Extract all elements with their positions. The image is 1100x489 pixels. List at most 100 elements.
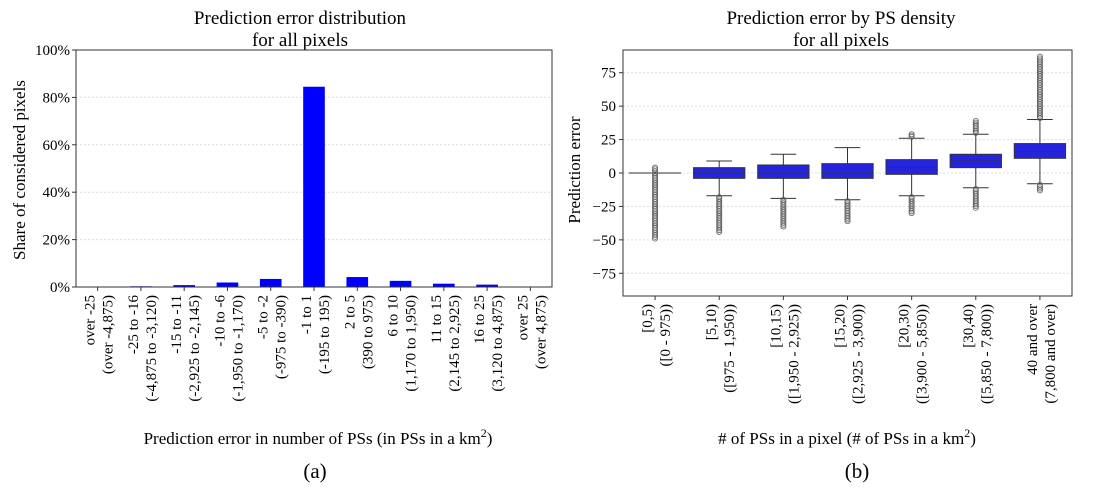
chart-a-bar <box>259 278 282 287</box>
chart-a-bar <box>216 282 239 287</box>
chart-a-bar <box>346 277 369 287</box>
chart-a-bar <box>303 86 325 287</box>
chart-b-outlier <box>1036 185 1043 192</box>
chart-b-outlier <box>716 197 723 204</box>
chart-b-box <box>757 164 810 179</box>
chart-b-x-tick-label-line1: [5,10) <box>704 304 720 340</box>
chart-b-x-tick-label: [10,15) ([1,950 - 2,925)) <box>768 304 802 404</box>
chart-a-x-tick-label-line2: (1,170 to 1,950) <box>404 295 420 392</box>
chart-a-x-tick-label: 2 to 5 (390 to 975) <box>342 295 376 369</box>
chart-a-x-tick-label: 11 to 15 (2,145 to 2,925) <box>429 295 463 392</box>
chart-b-box-group <box>885 131 938 217</box>
chart-b-box-group <box>1013 53 1067 194</box>
chart-b-box-group <box>628 164 682 242</box>
panel-label-a: (a) <box>303 459 326 483</box>
chart-b-x-tick-label-line1: [15,20) <box>833 304 849 348</box>
chart-b-outlier <box>652 168 659 175</box>
chart-a-x-tick-label: -1 to 1 (-195 to 195) <box>299 295 333 374</box>
chart-a-x-tick-label-line2: (over -4,875) <box>101 295 117 374</box>
chart-b-outlier <box>1036 57 1043 64</box>
chart-a-x-tick-label-line1: 2 to 5 <box>342 295 358 329</box>
chart-a-y-tick-label: 80% <box>43 90 71 106</box>
chart-b-x-tick-label-line2: (7,800 and over) <box>1043 304 1059 404</box>
panel-label-b: (b) <box>845 459 870 483</box>
chart-b-x-tick-label: [0,5) ([0 - 975)) <box>640 304 674 366</box>
chart-b-y-tick-label: −75 <box>593 266 616 282</box>
chart-a-x-tick-label: -5 to -2 (-975 to -390) <box>256 295 290 379</box>
chart-b-box-group <box>757 153 810 230</box>
chart-b-y-ticks: −75 −50 −25 0 25 50 75 <box>593 66 623 282</box>
chart-b-x-tick-label-line1: [30,40) <box>961 304 977 348</box>
chart-a-y-tick-label: 60% <box>43 138 71 154</box>
chart-a-x-tick-label-line2: (-4,875 to -3,120) <box>144 295 160 402</box>
chart-b-box <box>821 163 874 179</box>
chart-b-outlier <box>908 197 915 204</box>
chart-a-y-axis-label: Share of considered pixels <box>10 80 29 260</box>
chart-b-outlier <box>972 117 979 124</box>
chart-b: Prediction error by PS density for all p… <box>565 8 1073 483</box>
chart-b-outlier <box>1036 183 1043 190</box>
chart-b-boxes <box>628 53 1067 242</box>
chart-b-outlier <box>716 195 723 202</box>
chart-a-y-tick-label: 0% <box>50 280 70 296</box>
chart-b-outlier <box>908 194 915 201</box>
chart-b-x-tick-label: 40 and over (7,800 and over) <box>1025 304 1059 404</box>
chart-a-bar <box>173 285 195 287</box>
chart-a-y-tick-label: 20% <box>43 233 71 249</box>
chart-a-x-tick-label-line2: (-1,950 to -1,170) <box>230 295 246 402</box>
chart-b-outlier <box>972 187 979 194</box>
chart-a-y-tick-label: 100% <box>35 43 70 59</box>
chart-a-bar <box>389 280 412 287</box>
chart-b-x-tick-label: [30,40) ([5,850 - 7,800)) <box>961 304 995 404</box>
chart-a-x-tick-label: -15 to -11 (-2,925 to -2,145) <box>169 295 203 402</box>
chart-b-x-tick-label: [15,20) ([2,925 - 3,900)) <box>833 304 867 404</box>
chart-b-x-tick-label-line2: ([2,925 - 3,900)) <box>851 304 867 404</box>
chart-a-x-tick-label-line1: 16 to 25 <box>472 295 488 344</box>
chart-b-x-tick-label-line1: 40 and over <box>1025 304 1041 375</box>
chart-a-y-tick-label: 40% <box>43 185 71 201</box>
chart-b-box-group <box>949 117 1002 211</box>
chart-a: Prediction error distribution for all pi… <box>10 8 553 483</box>
chart-b-outlier <box>972 189 979 196</box>
chart-b-outlier <box>1036 55 1043 62</box>
chart-a-x-tick-label-line1: over -25 <box>83 295 99 345</box>
chart-a-x-tick-label: -10 to -6 (-1,950 to -1,170) <box>212 295 246 402</box>
chart-a-x-tick-label-line2: (3,120 to 4,875) <box>490 295 506 392</box>
chart-a-x-axis-label: Prediction error in number of PSs (in PS… <box>144 426 493 448</box>
chart-b-box-group <box>693 160 746 235</box>
chart-b-outlier <box>844 199 851 206</box>
chart-b-y-tick-label: −25 <box>593 199 616 215</box>
chart-b-x-tick-label-line2: ([5,850 - 7,800)) <box>979 304 995 404</box>
chart-a-x-tick-label-line1: -5 to -2 <box>256 295 272 339</box>
chart-b-outlier <box>780 198 787 205</box>
chart-a-x-ticks: over -25 (over -4,875) -25 to -16 (-4,875 t… <box>83 287 549 402</box>
chart-b-outlier <box>972 119 979 126</box>
chart-b-y-tick-label: 50 <box>601 99 616 115</box>
chart-b-x-tick-label: [20,30) ([3,900 - 5,850)) <box>897 304 931 404</box>
chart-b-box <box>1013 143 1067 159</box>
chart-b-x-tick-label-line2: ([975 - 1,950)) <box>722 304 738 393</box>
chart-a-x-tick-label-line2: (-975 to -390) <box>274 295 290 379</box>
chart-a-bar <box>433 283 455 287</box>
chart-a-x-tick-label-line2: (390 to 975) <box>360 295 376 369</box>
chart-a-x-tick-label-line2: (2,145 to 2,925) <box>447 295 463 392</box>
chart-a-x-tick-label: over -25 (over -4,875) <box>83 295 117 374</box>
chart-b-y-axis-label: Prediction error <box>565 116 584 223</box>
chart-a-x-tick-label-line1: -10 to -6 <box>212 295 228 347</box>
chart-a-x-tick-label-line1: -15 to -11 <box>169 295 185 354</box>
chart-b-x-ticks: [0,5) ([0 - 975)) [5,10) ([975 - 1,950)) [10… <box>640 296 1059 404</box>
chart-b-outlier <box>972 121 979 128</box>
chart-b-x-tick-label-line1: [0,5) <box>640 304 656 333</box>
chart-b-x-tick-label-line1: [10,15) <box>768 304 784 348</box>
chart-b-outlier <box>844 201 851 208</box>
chart-b-x-axis-label: # of PSs in a pixel (# of PSs in a km2) <box>718 426 976 448</box>
chart-b-y-tick-label: −50 <box>593 233 616 249</box>
chart-b-outlier <box>652 166 659 173</box>
chart-a-y-ticks: 0% 20% 40% 60% 80% 100% <box>35 43 76 296</box>
chart-b-outlier <box>780 196 787 203</box>
chart-b-title-line2: for all pixels <box>793 30 889 51</box>
chart-a-x-tick-label-line2: (over 4,875) <box>533 295 549 369</box>
chart-b-y-tick-label: 25 <box>601 133 616 149</box>
chart-a-x-tick-label: over 25 (over 4,875) <box>515 295 549 369</box>
